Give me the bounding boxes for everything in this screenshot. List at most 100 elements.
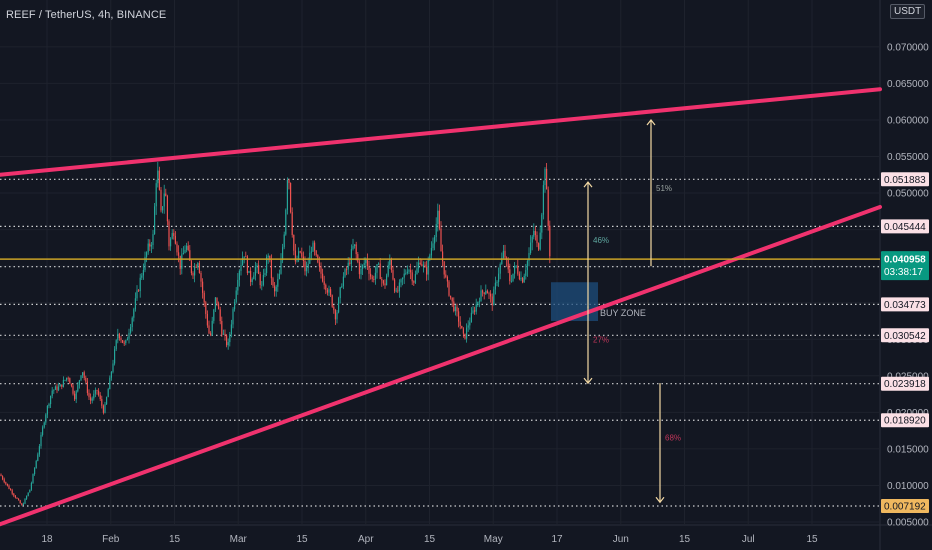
candle-body [528,253,530,261]
candle-body [29,489,31,493]
candle-body [250,270,252,282]
currency-badge[interactable]: USDT [890,4,926,19]
candle-body [306,268,308,272]
x-tick-label: May [484,534,503,545]
candle-body [470,312,472,323]
candle-body [517,265,519,274]
candle-body [408,270,410,272]
candle-body [261,284,263,286]
candle-body [2,476,4,480]
candle-body [298,251,300,261]
y-tick-label: 0.015000 [887,444,929,455]
candle-body [357,254,359,263]
candle-body [75,391,77,400]
candle-body [240,265,242,271]
candle-body [155,183,157,207]
candle-body [224,333,226,336]
candle-body [322,273,324,282]
candle-body [491,296,493,306]
candle-body [534,230,536,236]
candle-body [218,303,220,310]
candle-body [296,260,298,262]
candle-body [94,390,96,394]
candle-body [27,492,29,497]
candle-body [323,281,325,285]
candle-body [331,295,333,307]
candle-body [291,212,293,235]
candle-body [214,297,216,310]
trendline-upper [0,87,882,177]
candle-body [379,263,381,280]
candle-body [344,269,346,277]
candle-body [235,290,237,303]
candle-body [174,235,176,244]
candle-body [171,233,173,239]
candle-body [56,386,58,391]
candle-body [394,279,396,292]
symbol-title[interactable]: REEF / TetherUS, 4h, BINANCE [6,9,167,21]
candle-body [154,206,156,235]
x-axis: 18 Feb 15 Mar 15 Apr 15 May 17 Jun 15 Jul 15 [41,0,818,545]
candle-body [187,245,189,251]
candle-body [494,282,496,290]
candle-body [42,427,44,435]
candle-body [114,349,116,364]
candle-body [368,266,370,274]
candle-body [210,333,212,335]
candle-body [382,280,384,284]
candle-body [490,293,492,297]
candle-body [45,414,47,423]
candle-body [274,285,276,292]
candle-body [69,378,71,384]
candle-body [533,230,535,237]
candle-body [416,268,418,275]
candle-body [538,243,540,250]
candle-body [176,243,178,253]
candle-body [72,385,74,394]
candle-body [147,243,149,253]
candle-body [77,384,79,392]
candle-body [234,302,236,310]
x-tick-label: Apr [358,534,374,545]
candle-body [349,262,351,264]
candle-body [184,249,186,253]
candle-body [366,258,368,267]
candle-body [400,279,402,283]
candle-body [245,256,247,258]
candle-body [22,503,24,506]
candle-body [482,290,484,293]
candle-body [40,434,42,447]
candle-body [173,233,175,236]
candle-body [437,210,439,225]
candle-body [91,398,93,401]
candle-body [59,384,61,387]
candle-body [150,244,152,247]
candle-body [378,263,380,265]
candle-body [352,245,354,250]
y-tick-label: 0.060000 [887,115,929,126]
candle-body [125,340,127,344]
candle-body [166,195,168,222]
candle-body [518,273,520,280]
x-tick-label: Jun [613,534,629,545]
candle-body [294,250,296,262]
candle-body [162,206,164,211]
level-price-label: 0.007192 [884,501,926,512]
y-tick-label: 0.050000 [887,189,929,200]
candle-body [78,380,80,385]
x-tick-label: 15 [679,534,691,545]
candle-body [483,292,485,294]
level-price-tag [881,219,929,234]
candle-body [74,393,76,400]
level-price-tag [881,297,929,312]
measure-arrow: 51% [646,118,672,267]
candle-body [419,262,421,265]
candle-body [371,276,373,280]
candle-body [547,189,549,226]
candle-body [403,273,405,278]
candle-body [424,264,426,268]
candle-body [51,390,53,396]
candle-body [280,260,282,274]
candle-body [318,262,320,267]
